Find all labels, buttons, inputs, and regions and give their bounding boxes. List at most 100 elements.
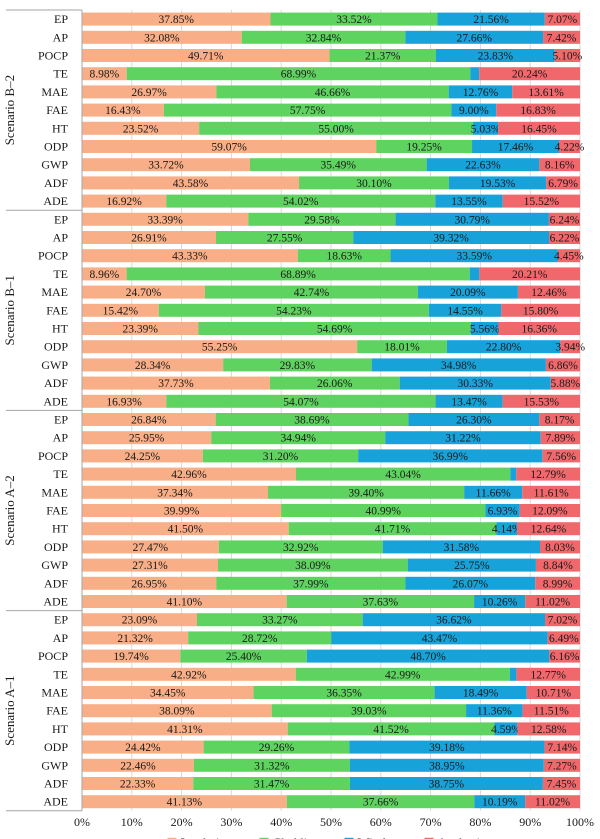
- category-label: EP: [54, 212, 68, 226]
- bar-segment-anchoring: [546, 176, 580, 190]
- bar-segment-cladding: [270, 12, 438, 26]
- bar-segment-insulation: [82, 49, 330, 62]
- data-label: 26.97%: [131, 87, 167, 99]
- category-label: FAE: [46, 704, 68, 718]
- bar-segment-insulation: [82, 449, 203, 463]
- bar-segment-cladding: [188, 631, 332, 645]
- bar-segment-cladding: [216, 85, 449, 99]
- data-label: 7.07%: [548, 14, 578, 26]
- bar-segment-insulation: [82, 576, 217, 590]
- category-label: HT: [52, 121, 69, 135]
- data-label: 11.61%: [534, 487, 569, 499]
- legend-swatch-anchoring: [424, 837, 434, 839]
- category-label: POCP: [38, 249, 68, 263]
- data-label: 6.24%: [550, 214, 580, 226]
- data-label: 10.71%: [536, 688, 572, 700]
- data-label: 22.46%: [120, 760, 156, 772]
- bar-segment-windows: [496, 522, 518, 536]
- bar-segment-anchoring: [522, 704, 580, 718]
- data-label: 27.31%: [132, 560, 168, 572]
- category-label: MAE: [41, 686, 68, 700]
- category-label: FAE: [46, 504, 68, 518]
- bar-segment-cladding: [126, 267, 470, 281]
- group-label: Scenario B–2: [2, 75, 17, 145]
- bar-segment-cladding: [166, 394, 436, 408]
- data-label: 19.25%: [406, 142, 442, 154]
- bar-segment-windows: [451, 103, 497, 117]
- x-tick-label: 0%: [74, 815, 90, 829]
- data-label: 25.40%: [226, 651, 262, 663]
- bar-segment-cladding: [253, 686, 435, 699]
- bar-segment-cladding: [205, 285, 418, 299]
- bar-segment-windows: [395, 212, 549, 226]
- data-label: 57.75%: [290, 105, 326, 117]
- data-label: 68.99%: [281, 69, 317, 81]
- bar-segment-insulation: [82, 121, 200, 135]
- data-label: 10.26%: [482, 597, 518, 609]
- bar-segment-cladding: [216, 231, 354, 244]
- category-label: FAE: [46, 303, 68, 317]
- bar-segment-insulation: [82, 686, 254, 699]
- data-label: 42.96%: [171, 469, 207, 481]
- data-label: 26.06%: [317, 378, 353, 390]
- category-label: FAE: [46, 103, 68, 117]
- data-label: 19.53%: [480, 178, 516, 190]
- bar-segment-anchoring: [522, 485, 581, 499]
- bar-segment-anchoring: [550, 376, 580, 390]
- bar-segment-insulation: [82, 67, 127, 81]
- data-label: 41.31%: [167, 724, 203, 736]
- category-label: EP: [54, 413, 68, 427]
- data-label: 15.42%: [103, 305, 139, 317]
- x-tick-label: 30%: [220, 815, 242, 829]
- data-label: 23.52%: [123, 123, 159, 135]
- data-label: 16.93%: [106, 396, 142, 408]
- bar-segment-windows: [472, 140, 559, 153]
- bar-segment-windows: [417, 285, 518, 299]
- bar-segment-anchoring: [558, 140, 580, 153]
- bar-segment-cladding: [196, 613, 363, 627]
- data-label: 37.85%: [159, 14, 195, 26]
- data-label: 23.39%: [123, 324, 159, 336]
- bar-segment-anchoring: [516, 667, 580, 681]
- data-label: 12.64%: [531, 524, 567, 536]
- data-label: 7.89%: [545, 433, 575, 445]
- bar-segment-windows: [448, 176, 547, 190]
- bar-segment-windows: [399, 376, 551, 390]
- data-label: 4.45%: [554, 251, 584, 263]
- data-label: 11.02%: [535, 597, 570, 609]
- bar-segment-anchoring: [525, 595, 581, 608]
- bar-segment-windows: [390, 249, 558, 263]
- bar-segment-windows: [435, 194, 503, 208]
- category-label: EP: [54, 12, 68, 26]
- category-label: ADF: [44, 376, 68, 390]
- category-label: AP: [53, 431, 69, 445]
- category-label: POCP: [38, 649, 68, 663]
- data-label: 22.33%: [120, 779, 156, 791]
- data-label: 8.16%: [545, 160, 575, 172]
- bar-segment-insulation: [82, 394, 167, 408]
- data-label: 6.49%: [549, 633, 579, 645]
- bar-segment-insulation: [82, 649, 181, 663]
- bar-segment-cladding: [267, 485, 465, 499]
- data-label: 20.09%: [450, 287, 486, 299]
- bar-segment-anchoring: [544, 12, 580, 26]
- data-label: 26.91%: [131, 233, 167, 245]
- data-label: 30.10%: [356, 178, 392, 190]
- bar-segment-anchoring: [542, 449, 580, 463]
- data-label: 15.53%: [524, 396, 560, 408]
- legend-label-insulation: Insulation: [181, 835, 233, 839]
- x-tick-label: 20%: [171, 815, 193, 829]
- bar-segment-anchoring: [540, 431, 580, 445]
- data-label: 31.20%: [263, 451, 299, 463]
- data-label: 26.30%: [456, 415, 492, 427]
- bar-segment-cladding: [218, 558, 408, 572]
- data-label: 16.36%: [522, 324, 558, 336]
- bar-segment-windows: [385, 431, 541, 445]
- bar-segment-cladding: [376, 140, 473, 153]
- group-label: Scenario A–1: [2, 675, 17, 745]
- group-label: Scenario B–1: [2, 275, 17, 345]
- bar-segment-windows: [470, 67, 480, 81]
- bar-segment-windows: [474, 595, 526, 608]
- bar-segment-cladding: [163, 103, 452, 117]
